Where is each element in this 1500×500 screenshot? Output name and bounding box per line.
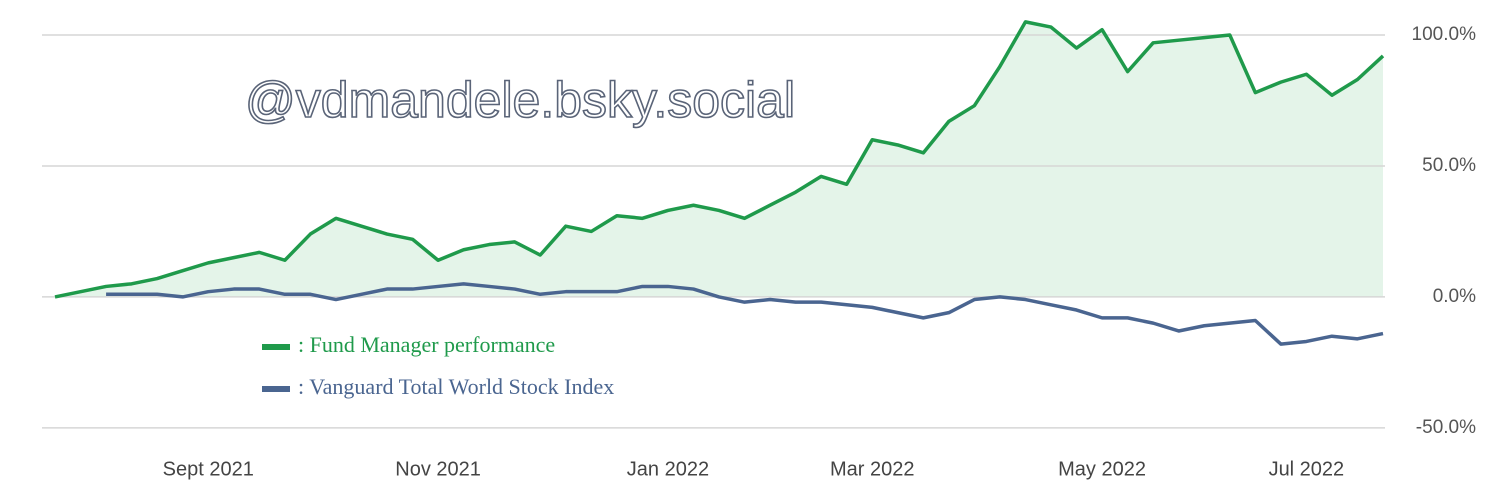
watermark: @vdmandele.bsky.social <box>245 72 795 128</box>
y-tick-label: 0.0% <box>1433 286 1476 307</box>
legend-label: : Fund Manager performance <box>298 332 555 357</box>
y-tick-label: 50.0% <box>1422 155 1476 176</box>
area-fill <box>55 21 1383 297</box>
legend-label: : Vanguard Total World Stock Index <box>298 374 614 399</box>
x-tick-label: May 2022 <box>1058 458 1146 480</box>
y-tick-label: 100.0% <box>1412 24 1477 45</box>
x-tick-label: Nov 2021 <box>395 458 481 480</box>
x-tick-label: Jan 2022 <box>627 458 709 480</box>
series-line <box>54 20 1385 299</box>
x-tick-label: Mar 2022 <box>830 458 915 480</box>
series-line <box>106 282 1384 346</box>
x-tick-label: Sept 2021 <box>163 458 254 480</box>
x-tick-label: Jul 2022 <box>1269 458 1345 480</box>
y-tick-label: -50.0% <box>1416 417 1476 438</box>
